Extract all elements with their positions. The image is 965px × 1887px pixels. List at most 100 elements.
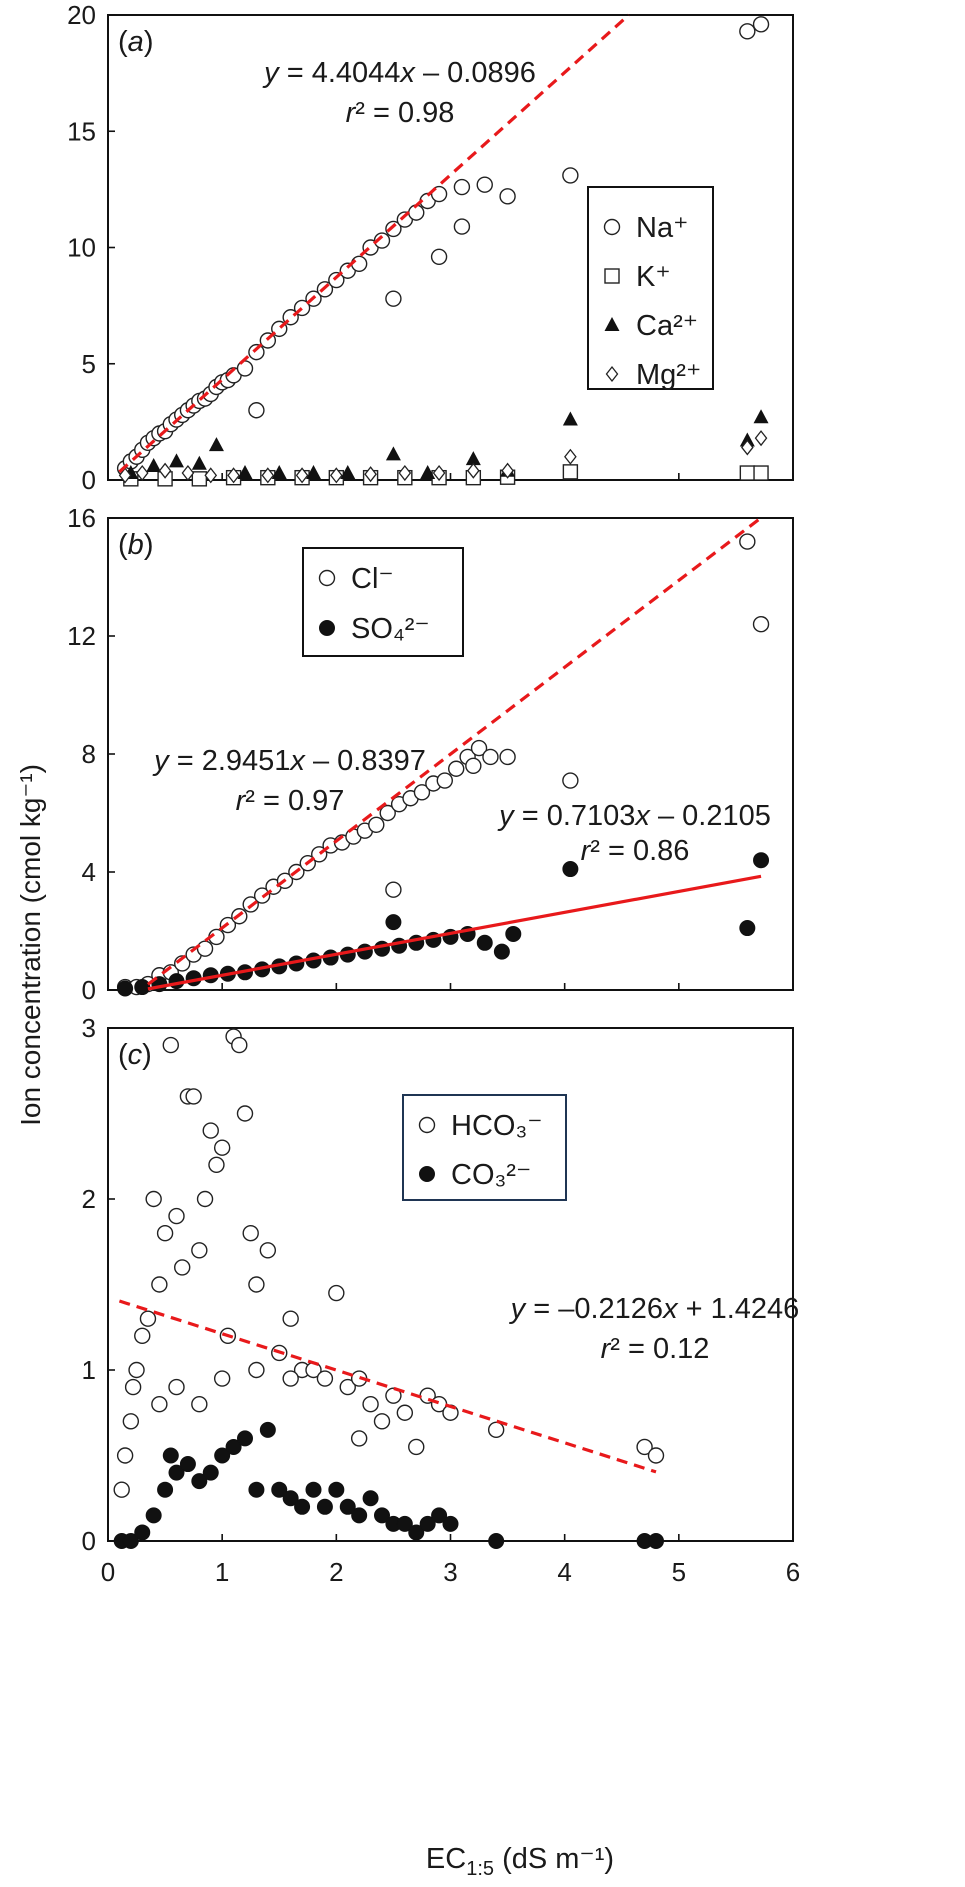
legend-box [302,547,464,657]
data-point [465,451,481,466]
data-point [151,1276,168,1293]
data-point [562,861,579,878]
data-point [739,920,756,937]
data-point [562,411,578,426]
data-point [145,1190,162,1208]
regression-r2-part: ² = 0.98 [355,97,454,129]
legend-marker [604,268,620,284]
data-point [753,465,769,481]
panel-label-a: (a) [118,26,153,58]
x-axis-label: EC1:5 (dS m⁻¹) [426,1843,614,1880]
data-point [385,290,402,307]
legend-marker [605,365,619,383]
data-point [134,1327,151,1345]
data-point [236,1105,254,1122]
data-point [470,739,488,757]
y-tick-label: 3 [82,1013,96,1043]
regression-line [118,1299,657,1474]
data-point [362,1490,379,1507]
regression-r2-var: r [346,97,357,129]
data-point [196,940,214,957]
data-point [113,1481,130,1498]
data-point [752,616,770,633]
data-point [151,1395,168,1413]
data-point [431,1507,448,1524]
series-a-2 [123,409,769,480]
data-point [364,466,377,483]
data-point [330,467,343,484]
data-point [316,1370,334,1387]
data-point [248,1361,265,1379]
regression-equation: y = 4.4044x – 0.0896 [262,57,536,89]
data-point [752,16,770,33]
data-point [208,437,224,452]
data-point [316,1498,333,1515]
data-point [135,464,149,482]
x-tick-label: 5 [672,1557,686,1587]
data-point [487,1421,505,1439]
y-tick-label: 12 [67,621,96,651]
data-point [398,464,412,482]
data-point [282,1490,299,1507]
legend-label: Na⁺ [636,212,688,244]
legend-label: SO₄²⁻ [351,613,430,645]
data-point [499,188,516,205]
data-point [754,430,768,447]
data-point [739,465,756,481]
data-point [306,465,321,480]
regression-equation-part: + 1.4246 [678,1293,800,1325]
data-point [174,1259,191,1276]
data-point [179,1456,196,1473]
data-point [339,1498,356,1515]
y-tick-label: 16 [67,503,96,533]
legend-marker [318,569,336,587]
series-c-0 [113,1028,665,1498]
data-point [128,1361,145,1379]
data-point [436,772,453,789]
data-point [295,467,309,484]
x-tick-label: 2 [329,1557,343,1587]
regression-equation-var: x [633,800,651,832]
data-point [562,167,579,184]
data-point [385,446,401,461]
data-point [396,1515,413,1532]
data-point [305,1481,322,1498]
data-point [134,979,151,996]
regression-equation-var: x [661,1293,679,1325]
data-point [413,784,431,801]
data-point [328,271,345,289]
data-point [396,1404,414,1421]
data-point [227,467,240,484]
y-tick-label: 10 [67,233,96,263]
data-point [191,1473,208,1490]
y-axis-label: Ion concentration (cmol kg⁻¹) [15,764,46,1126]
data-point [562,772,579,789]
data-point [208,1156,225,1174]
y-tick-label: 8 [82,739,96,769]
regression-line [118,13,630,474]
legend-marker [419,1166,435,1182]
x-axis-label-unit: (dS m⁻¹) [494,1843,614,1875]
data-point [362,1395,379,1413]
y-tick-label: 15 [67,116,96,146]
data-point [282,1310,299,1327]
panel-label-letter: b [128,529,144,561]
data-point [328,1481,345,1498]
data-point [408,1438,425,1456]
data-point [739,23,756,40]
regression-equation-var: y [497,800,515,832]
data-point [134,1524,151,1541]
y-tick-label: 2 [82,1184,96,1214]
data-point [379,804,396,822]
regression-equation: y = 0.7103x – 0.2105 [497,800,771,832]
data-point [202,1122,219,1139]
x-tick-label: 6 [786,1557,800,1587]
panel-label-b: (b) [118,529,153,561]
data-point [237,465,253,480]
data-point [340,465,356,480]
x-axis-label-sub: 1:5 [466,1858,494,1880]
data-point [146,458,162,473]
